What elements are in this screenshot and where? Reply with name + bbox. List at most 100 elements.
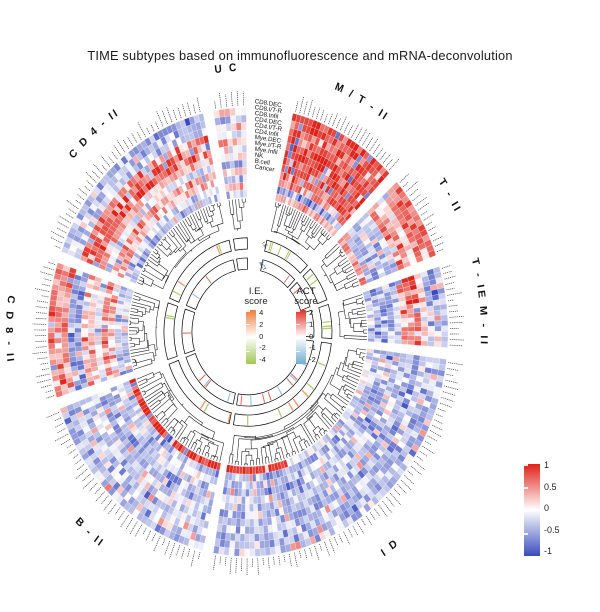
sample-label-mark bbox=[373, 144, 380, 154]
heatmap-cell bbox=[225, 532, 231, 541]
heatmap-cell bbox=[254, 548, 261, 557]
sample-label-mark bbox=[157, 111, 163, 126]
sample-label-mark bbox=[128, 137, 133, 146]
sample-label-mark bbox=[85, 186, 90, 191]
heatmap-cell bbox=[67, 332, 75, 338]
sample-label-mark bbox=[69, 450, 76, 455]
score-tick bbox=[203, 378, 211, 387]
heatmap-cell bbox=[249, 511, 254, 520]
heatmap-cell bbox=[394, 322, 402, 328]
score-tick bbox=[246, 416, 249, 426]
sample-label-mark bbox=[55, 434, 68, 441]
sample-label-mark bbox=[32, 324, 46, 325]
heatmap-cell bbox=[227, 138, 233, 147]
sample-label-mark bbox=[450, 345, 463, 346]
heatmap-cell bbox=[387, 331, 395, 336]
sector-dendrogram bbox=[129, 292, 160, 369]
score-tick bbox=[322, 327, 332, 330]
heatmap-cell bbox=[237, 152, 243, 161]
sample-label-mark bbox=[146, 127, 149, 134]
ring-row-label: CD4.Infil bbox=[254, 128, 279, 139]
heatmap-cell bbox=[433, 304, 441, 311]
heatmap-cell bbox=[259, 547, 266, 557]
sample-label-mark bbox=[36, 307, 48, 308]
score-tick bbox=[317, 361, 326, 367]
sample-label-mark bbox=[435, 242, 444, 246]
heatmap-cell bbox=[234, 540, 240, 549]
heatmap-cell bbox=[257, 510, 263, 519]
sample-label-mark bbox=[449, 305, 458, 306]
heatmap-cell bbox=[221, 131, 228, 140]
sample-label-mark bbox=[344, 532, 350, 545]
sector-id bbox=[213, 340, 462, 576]
sample-label-mark bbox=[420, 451, 427, 456]
score-tick bbox=[199, 374, 206, 382]
heatmap-cell bbox=[74, 327, 82, 333]
act-legend-ticks: 2 1 0 -1 -2 bbox=[309, 308, 316, 364]
sample-label-mark bbox=[443, 392, 456, 396]
heatmap-cell bbox=[434, 320, 442, 327]
act-legend-tick: 2 bbox=[309, 308, 314, 317]
score-tick bbox=[301, 389, 309, 398]
heatmap-cell bbox=[440, 309, 448, 316]
heatmap-cell bbox=[94, 324, 102, 329]
sample-label-mark bbox=[85, 172, 96, 183]
sample-label-mark bbox=[312, 107, 315, 117]
score-tick bbox=[261, 260, 264, 271]
heatmap-cell bbox=[387, 319, 395, 324]
heatmap-cell bbox=[245, 488, 250, 497]
heatmap-cell bbox=[94, 328, 102, 333]
heatmap-cell bbox=[56, 358, 64, 365]
heatmap-cell bbox=[87, 332, 95, 338]
score-tick bbox=[309, 279, 318, 286]
heatmap-cell bbox=[216, 523, 223, 532]
score-tick bbox=[203, 403, 210, 412]
heatmap-cell bbox=[414, 326, 422, 332]
sample-label-mark bbox=[310, 548, 312, 557]
heatmap-cell bbox=[62, 307, 70, 314]
score-tick bbox=[292, 398, 299, 407]
score-tick bbox=[286, 378, 293, 386]
sample-label-mark bbox=[55, 246, 61, 249]
sample-label-mark bbox=[197, 97, 200, 112]
sample-label-mark bbox=[132, 133, 137, 142]
heatmap-cell bbox=[441, 336, 449, 343]
heatmap-cell bbox=[374, 327, 382, 332]
sample-label-mark bbox=[154, 536, 160, 551]
sample-label-mark bbox=[352, 124, 359, 137]
sample-label-mark bbox=[421, 212, 427, 216]
heatmap-cell bbox=[81, 318, 89, 324]
sample-label-mark bbox=[48, 262, 55, 265]
heatmap-cell bbox=[400, 339, 408, 345]
heatmap-cell bbox=[367, 331, 375, 336]
sample-label-mark bbox=[117, 140, 125, 152]
sample-label-mark bbox=[386, 497, 394, 506]
heatmap-cell bbox=[114, 332, 122, 337]
sample-label-mark bbox=[130, 522, 137, 535]
heatmap-cell bbox=[229, 160, 235, 169]
heatmap-cell bbox=[414, 335, 422, 341]
heatmap-cell bbox=[243, 182, 247, 191]
heatmap-cell bbox=[101, 320, 109, 325]
sector-b-ii bbox=[46, 353, 235, 566]
sector-dendrogram bbox=[229, 349, 366, 466]
heatmap-cell bbox=[215, 530, 222, 540]
heatmap-cell bbox=[234, 533, 241, 542]
heatmap-cell bbox=[434, 325, 442, 332]
sample-label-mark bbox=[353, 526, 358, 536]
sample-label-mark bbox=[236, 558, 237, 573]
sample-label-mark bbox=[305, 550, 308, 560]
sample-label-mark bbox=[296, 101, 298, 112]
colorbar-tick: 0.5 bbox=[544, 481, 557, 492]
sample-label-mark bbox=[78, 195, 84, 200]
heatmap-cell bbox=[242, 167, 247, 176]
sample-label-mark bbox=[379, 505, 388, 517]
sample-label-mark bbox=[417, 456, 423, 461]
heatmap-cell bbox=[262, 517, 268, 526]
sample-label-mark bbox=[59, 216, 71, 223]
heatmap-cell bbox=[107, 324, 115, 329]
heatmap-cell bbox=[238, 159, 243, 168]
heatmap-cell bbox=[239, 548, 245, 557]
sample-label-mark bbox=[414, 461, 425, 470]
sample-label-mark bbox=[413, 195, 421, 201]
